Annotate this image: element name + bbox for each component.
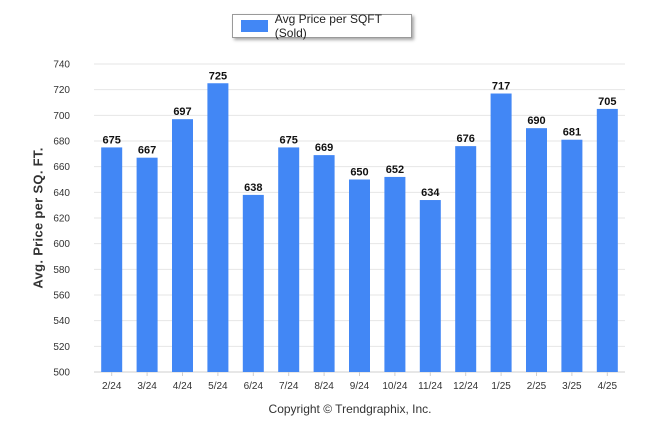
x-tick-label: 4/25 (598, 381, 618, 392)
data-label: 725 (209, 70, 227, 82)
copyright-text: Copyright © Trendgraphix, Inc. (268, 402, 432, 416)
data-label: 669 (315, 142, 333, 154)
bar (561, 139, 583, 372)
y-tick-label: 580 (53, 265, 70, 276)
y-axis-ticks: 500 520 540 560 580 600 620 640 660 680 700 720 740 (53, 60, 70, 379)
x-tick-label: 3/24 (137, 381, 157, 392)
bars (101, 83, 618, 373)
data-label: 675 (103, 134, 121, 146)
bar (596, 108, 618, 373)
y-tick-label: 680 (53, 137, 70, 148)
legend-label: Avg Price per SQFT (Sold) (274, 12, 382, 40)
x-tick-label: 3/25 (562, 381, 582, 392)
bar (384, 176, 406, 372)
data-label: 634 (421, 187, 440, 199)
x-tick-label: 8/24 (314, 381, 334, 392)
data-label: 690 (527, 115, 545, 127)
y-tick-label: 660 (53, 162, 70, 173)
bar (278, 147, 300, 372)
data-labels: 675 667 697 725 638 675 669 650 652 634 676 717 690 6… (103, 70, 617, 199)
bar (490, 93, 512, 373)
data-label: 675 (280, 134, 298, 146)
bar (207, 83, 229, 372)
data-label: 650 (350, 167, 368, 179)
bar (136, 157, 158, 372)
data-label: 717 (492, 81, 510, 93)
y-tick-label: 740 (53, 60, 70, 71)
bar (349, 179, 370, 372)
x-tick-label: 10/24 (382, 381, 407, 392)
legend-swatch (241, 20, 268, 32)
bar (419, 200, 441, 372)
y-tick-label: 720 (53, 85, 70, 96)
data-label: 638 (244, 182, 262, 194)
x-tick-label: 11/24 (418, 381, 443, 392)
y-tick-label: 640 (53, 188, 70, 199)
x-tick-label: 7/24 (279, 381, 299, 392)
legend: Avg Price per SQFT (Sold) (232, 12, 412, 40)
bar (313, 155, 335, 372)
bar (526, 128, 547, 372)
bar (455, 146, 477, 372)
data-label: 652 (386, 164, 404, 176)
data-label: 676 (457, 133, 475, 145)
x-tick-label: 1/25 (491, 381, 511, 392)
y-tick-label: 620 (53, 214, 70, 225)
y-tick-label: 540 (53, 316, 70, 327)
data-label: 681 (563, 127, 581, 139)
y-tick-label: 560 (53, 291, 70, 302)
data-label: 705 (598, 96, 616, 108)
x-tick-label: 12/24 (453, 381, 478, 392)
x-tick-label: 5/24 (208, 381, 228, 392)
data-label: 697 (173, 106, 191, 118)
bar (242, 194, 264, 372)
x-axis-ticks: 2/24 3/24 4/24 5/24 6/24 7/24 8/24 9/24 10/24 11/… (102, 372, 618, 392)
bar (172, 119, 193, 372)
data-label: 667 (138, 145, 156, 157)
x-tick-label: 9/24 (350, 381, 370, 392)
bar (101, 147, 123, 372)
x-tick-label: 6/24 (244, 381, 264, 392)
x-tick-label: 4/24 (173, 381, 193, 392)
y-tick-label: 600 (53, 239, 70, 250)
y-tick-label: 700 (53, 111, 70, 122)
y-tick-label: 500 (53, 368, 70, 379)
y-tick-label: 520 (53, 342, 70, 353)
x-tick-label: 2/24 (102, 381, 122, 392)
x-tick-label: 2/25 (527, 381, 547, 392)
y-axis-label: Avg. Price per SQ. FT. (30, 147, 46, 289)
